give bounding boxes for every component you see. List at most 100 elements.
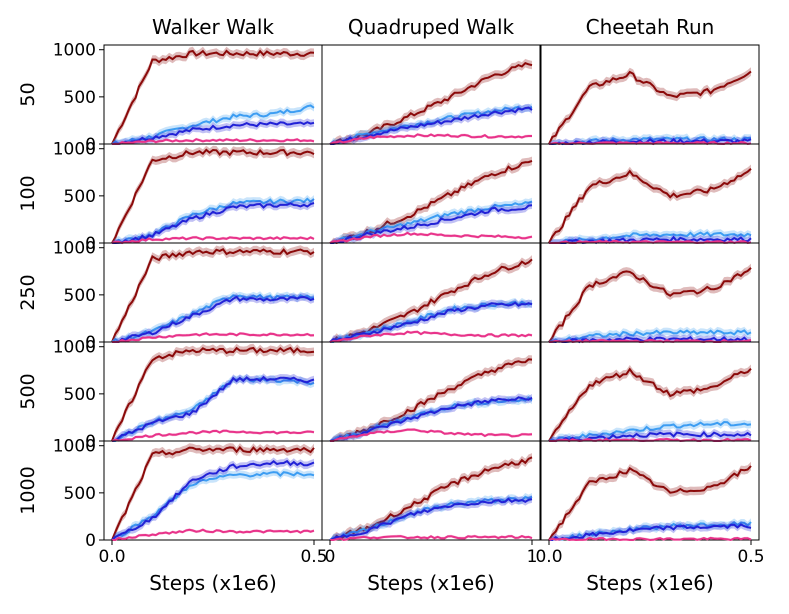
band-pink — [112, 235, 314, 243]
panel-frame — [321, 440, 541, 541]
line-dark_red — [548, 168, 752, 244]
line-light_blue — [549, 136, 751, 145]
line-pink — [111, 429, 315, 442]
band-dark_blue — [112, 293, 314, 342]
y-tick-label: 1000 — [53, 239, 96, 259]
panel-frame — [321, 341, 541, 442]
band-dark_red — [330, 453, 532, 540]
x-axis-label: Steps (x1e6) — [367, 571, 495, 595]
band-dark_red — [549, 67, 751, 144]
line-dark_blue — [330, 204, 533, 244]
band-pink — [330, 231, 532, 243]
line-dark_blue — [329, 497, 533, 541]
band-dark_red — [112, 145, 314, 243]
panel-r1-c2 — [540, 143, 760, 245]
panel-r2-c2 — [540, 242, 760, 344]
y-tick-label: 1000 — [53, 437, 96, 457]
band-light_blue — [112, 101, 314, 144]
panel-r2-c1 — [321, 242, 541, 343]
panel-frame — [321, 143, 541, 244]
line-dark_red — [548, 367, 752, 442]
line-light_blue — [548, 420, 752, 443]
panel-r0-c1 — [321, 44, 541, 145]
y-tick-label: 0 — [85, 135, 96, 155]
line-dark_blue — [112, 295, 315, 343]
line-dark_blue — [111, 459, 315, 541]
x-tick-label: 0.0 — [98, 547, 125, 567]
line-dark_red — [548, 267, 752, 343]
line-dark_red — [111, 148, 315, 244]
panel-r4-c2 — [540, 440, 760, 542]
band-dark_red — [330, 156, 532, 243]
band-dark_blue — [330, 393, 532, 441]
panel-frame — [321, 242, 541, 343]
y-tick-label: 500 — [64, 88, 96, 108]
band-light_blue — [330, 394, 532, 441]
line-dark_red — [111, 49, 315, 145]
band-dark_blue — [112, 199, 314, 243]
line-dark_red — [111, 248, 315, 343]
line-pink — [111, 236, 315, 245]
panel-r3-c1 — [321, 341, 541, 442]
line-pink — [329, 330, 533, 343]
x-tick-label: 0.5 — [737, 547, 764, 567]
line-dark_blue — [111, 121, 315, 146]
line-dark_red — [111, 445, 315, 541]
panel-r0-c0: 0 500 1000 — [53, 41, 323, 155]
y-tick-label: 1000 — [53, 140, 96, 160]
y-tick-label: 0 — [85, 333, 96, 353]
line-dark_red — [548, 465, 752, 541]
line-light_blue — [549, 231, 752, 244]
panel-r3-c2 — [540, 341, 760, 443]
line-dark_blue — [548, 335, 752, 344]
line-dark_blue — [111, 375, 315, 442]
line-dark_blue — [112, 202, 315, 244]
row-label: 250 — [17, 274, 39, 310]
panel-r4-c0: 0 500 1000 — [53, 437, 323, 551]
x-axis-label: Steps (x1e6) — [586, 571, 714, 595]
row-label: 100 — [17, 175, 39, 211]
panel-r2-c0: 0 500 1000 — [53, 239, 323, 353]
band-pink — [112, 528, 314, 540]
line-light_blue — [111, 104, 315, 145]
column-title: Quadruped Walk — [348, 15, 515, 39]
band-dark_red — [112, 443, 314, 540]
line-pink — [112, 528, 315, 541]
line-pink — [330, 535, 533, 542]
y-tick-label: 0 — [85, 432, 96, 452]
line-pink — [548, 536, 752, 542]
band-light_blue — [330, 493, 532, 540]
line-light_blue — [548, 329, 752, 343]
line-dark_blue — [549, 523, 752, 541]
line-dark_red — [548, 70, 752, 145]
band-dark_red — [549, 461, 751, 540]
band-dark_red — [112, 46, 314, 145]
y-tick-label: 0 — [85, 234, 96, 254]
line-dark_blue — [329, 396, 533, 442]
y-tick-label: 1000 — [53, 41, 96, 61]
band-light_blue — [112, 291, 314, 342]
column-title: Walker Walk — [152, 15, 274, 39]
y-tick-label: 500 — [64, 286, 96, 306]
y-tick-label: 0 — [85, 531, 96, 551]
band-dark_blue — [112, 373, 314, 441]
panel-frame — [540, 44, 760, 145]
y-tick-label: 500 — [64, 484, 96, 504]
panel-r0-c2 — [540, 44, 760, 146]
band-dark_blue — [549, 428, 751, 441]
line-dark_blue — [330, 106, 533, 145]
line-pink — [329, 231, 533, 244]
y-tick-label: 500 — [64, 187, 96, 207]
labels-group: 50 100 250 500 1000 Walker Walk 0.0 0.5 Steps (x… — [17, 15, 765, 595]
panel-frame — [540, 242, 760, 343]
line-dark_red — [329, 258, 533, 343]
band-dark_blue — [549, 520, 751, 540]
line-pink — [329, 133, 532, 145]
row-label: 1000 — [17, 466, 39, 514]
panel-r1-c0: 0 500 1000 — [53, 140, 323, 254]
row-label: 50 — [17, 82, 39, 106]
panel-r3-c0: 0 500 1000 — [53, 338, 323, 452]
line-dark_blue — [329, 301, 533, 343]
x-axis-label: Steps (x1e6) — [149, 571, 277, 595]
line-pink — [549, 239, 752, 245]
